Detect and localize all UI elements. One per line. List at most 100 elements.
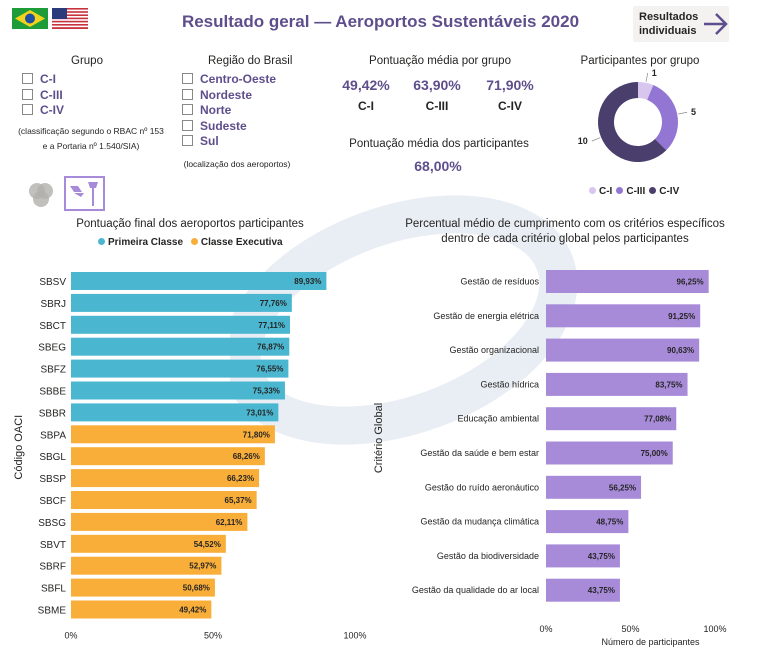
donut-legend: C-I C-III C-IV	[589, 181, 683, 199]
airport-tick-label: SBRF	[39, 562, 66, 573]
criteria-tick-label: Gestão da biodiversidade	[437, 551, 539, 561]
checkbox[interactable]	[182, 104, 193, 115]
airport-bar-sbpa	[71, 425, 275, 444]
airport-tick-label: SBFZ	[40, 365, 66, 376]
group-option-civ[interactable]: C-IV	[22, 103, 64, 119]
avg-value-civ: 71,90%	[486, 77, 534, 93]
option-label: Centro-Oeste	[200, 72, 277, 86]
airport-tick-label: SBSG	[38, 518, 66, 529]
group-note-line-2: e a Portaria nº 1.540/SIA)	[42, 141, 140, 151]
region-option-sudeste[interactable]: Sudeste	[182, 119, 276, 135]
airport-bar-sbgl	[71, 447, 265, 466]
results-button-label-1: Resultados	[639, 11, 699, 23]
criteria-bar	[546, 475, 642, 499]
region-option-norte[interactable]: Norte	[182, 103, 276, 119]
airport-value-label: 49,42%	[179, 606, 206, 615]
donut-leader-line	[645, 72, 649, 82]
airport-bar-sbrj	[71, 293, 292, 312]
airport-bar-sbfl	[71, 578, 215, 597]
criteria-bar	[546, 510, 629, 534]
option-label: Norte	[200, 103, 232, 117]
airport-bar-sbsg	[71, 512, 248, 531]
airport-bar-sbcf	[71, 491, 257, 509]
us-flag-icon[interactable]	[52, 8, 88, 29]
checkbox[interactable]	[182, 119, 193, 131]
airport-value-label: 73,01%	[246, 408, 273, 417]
airport-bar-sbfz	[71, 359, 289, 378]
airport-value-label: 68,26%	[233, 452, 260, 461]
criteria-value-label: 56,25%	[609, 483, 636, 492]
criteria-bar	[546, 578, 620, 602]
airport-value-label: 62,11%	[216, 518, 243, 527]
criteria-bar	[546, 407, 677, 431]
legend-label: Classe Executiva	[200, 237, 283, 248]
airport-tick-label: SBGL	[39, 452, 66, 463]
airport-tick-label: SBBR	[39, 408, 66, 419]
checkbox[interactable]	[22, 88, 33, 100]
donut-legend-item: C-IV	[649, 186, 679, 197]
airport-bar-sbct	[71, 315, 290, 334]
group-filter: C-I C-III C-IV	[22, 72, 64, 119]
checkbox[interactable]	[182, 135, 193, 146]
criteria-x-axis-title: Número de participantes	[601, 637, 700, 647]
airport-tick-label: SBFL	[41, 584, 66, 595]
legend-dot	[98, 238, 105, 245]
checkbox[interactable]	[22, 73, 33, 84]
legend-dot	[589, 187, 596, 194]
arrow-right-icon	[704, 13, 728, 35]
airport-y-axis-title: Código OACI	[13, 415, 25, 480]
results-individual-button[interactable]: Resultados individuais	[633, 6, 729, 42]
legend-label: Primeira Classe	[108, 237, 184, 248]
criteria-value-label: 91,25%	[668, 312, 695, 321]
criteria-tick-label: Gestão da qualidade do ar local	[412, 585, 539, 595]
donut-title: Participantes por grupo	[580, 55, 700, 67]
donut-slice-c-iv	[598, 82, 667, 162]
brazil-flag-icon[interactable]	[12, 8, 48, 29]
airport-tick-label: SBVT	[40, 540, 66, 551]
checkbox[interactable]	[182, 88, 193, 100]
checkbox[interactable]	[182, 73, 193, 84]
airport-bar-sbrf	[71, 556, 222, 575]
airport-value-label: 77,11%	[258, 321, 285, 330]
airport-filter-button[interactable]	[64, 176, 105, 211]
airport-value-label: 71,80%	[243, 430, 270, 439]
airport-value-label: 76,55%	[256, 365, 283, 374]
criteria-y-axis-title: Critério Global	[373, 403, 385, 473]
criteria-bar	[546, 338, 700, 362]
airport-x-tick: 0%	[64, 630, 77, 640]
criteria-bar	[546, 372, 688, 396]
criteria-tick-label: Educação ambiental	[457, 414, 539, 424]
criteria-title-line-2: dentro de cada critério global pelos par…	[441, 233, 689, 245]
region-option-nordeste[interactable]: Nordeste	[182, 88, 276, 104]
airport-tick-label: SBSP	[39, 474, 66, 485]
airport-value-label: 50,68%	[183, 584, 210, 593]
airport-bar-sbvt	[71, 534, 226, 553]
checkbox[interactable]	[22, 104, 33, 115]
criteria-bar	[546, 270, 709, 293]
criteria-tick-label: Gestão da saúde e bem estar	[420, 448, 539, 458]
donut-leader-line	[591, 137, 601, 142]
donut-legend-item: C-I	[589, 186, 612, 197]
region-option-centro-oeste[interactable]: Centro-Oeste	[182, 72, 276, 88]
option-label: Nordeste	[200, 87, 253, 102]
avg-participants-value: 68,00%	[414, 158, 462, 174]
donut-leader-line	[678, 111, 688, 115]
page-title: Resultado geral — Aeroportos Sustentávei…	[181, 12, 580, 31]
criteria-value-label: 43,75%	[588, 552, 615, 561]
legend-label: C-IV	[659, 186, 680, 197]
legend-label: C-I	[599, 186, 613, 197]
legend-dot	[616, 187, 624, 194]
criteria-value-label: 48,75%	[596, 518, 623, 527]
donut-slice-c-i	[638, 82, 654, 100]
donut-legend-item: C-III	[616, 186, 645, 197]
airport-value-label: 66,23%	[227, 474, 254, 483]
criteria-value-label: 77,08%	[644, 415, 671, 424]
airport-value-label: 54,52%	[194, 540, 221, 549]
region-option-sul[interactable]: Sul	[182, 134, 276, 150]
group-option-ci[interactable]: C-I	[22, 72, 64, 88]
venn-icon[interactable]	[26, 180, 56, 210]
group-option-ciii[interactable]: C-III	[22, 88, 64, 104]
avg-label-ci: C-I	[358, 99, 374, 113]
criteria-title-line-1: Percentual médio de cumprimento com os c…	[405, 218, 725, 230]
criteria-bar	[546, 441, 673, 465]
